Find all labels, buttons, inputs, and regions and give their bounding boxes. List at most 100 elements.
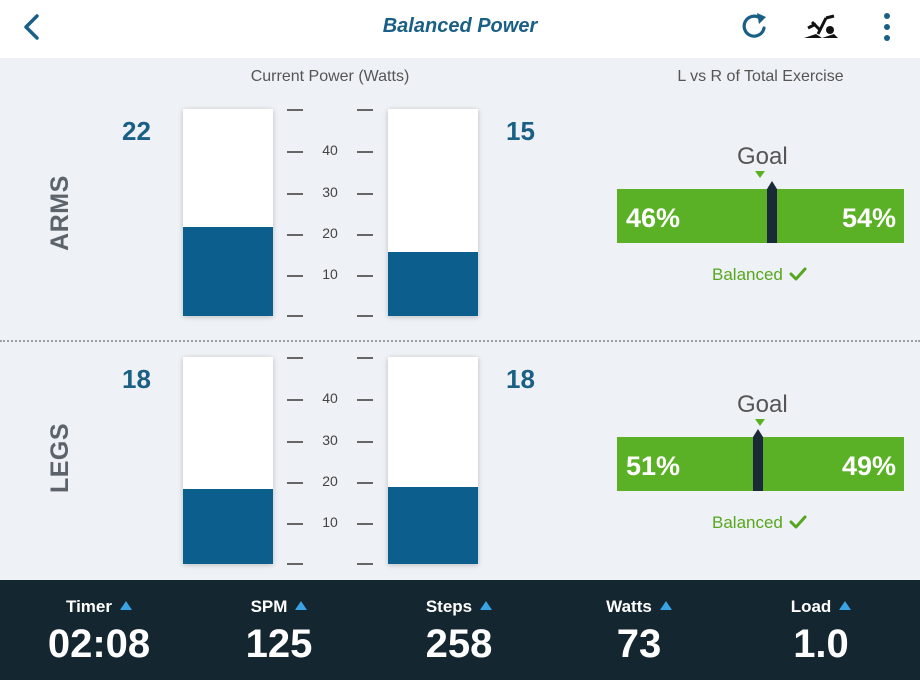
legs-power-scale: 40 30 20 10	[285, 357, 375, 565]
scale-tick	[357, 399, 373, 401]
stat-timer-label-row: Timer	[7, 597, 191, 617]
scale-tick	[287, 482, 303, 484]
current-power-heading: Current Power (Watts)	[250, 68, 410, 85]
stat-timer[interactable]: Timer 02:08	[7, 580, 191, 680]
workout-stats-bar: Timer 02:08 SPM 125 Steps 258 Watts 73 L…	[0, 580, 920, 680]
legs-status-text: Balanced	[712, 513, 783, 532]
triangle-up-icon	[839, 601, 852, 610]
machine-select-button[interactable]	[800, 10, 842, 44]
arms-right-percent: 54%	[841, 203, 896, 233]
scale-label: 40	[322, 142, 338, 158]
scale-label: 10	[322, 266, 338, 282]
scale-tick	[287, 523, 303, 525]
arms-right-watts: 15	[506, 116, 535, 146]
scale-tick	[287, 315, 303, 317]
stat-watts-label-row: Watts	[547, 597, 731, 617]
arms-goal-arrow-icon	[755, 171, 765, 178]
stat-timer-label: Timer	[66, 597, 112, 616]
scale-tick	[357, 109, 373, 111]
scale-label: 20	[322, 473, 338, 489]
stat-steps-value: 258	[425, 622, 493, 666]
triangle-up-icon	[295, 601, 308, 610]
stat-watts[interactable]: Watts 73	[547, 580, 731, 680]
scale-tick	[357, 563, 373, 565]
scale-label: 30	[322, 432, 338, 448]
arms-left-percent: 46%	[626, 203, 681, 233]
scale-tick	[287, 275, 303, 277]
arms-left-power-fill	[183, 227, 273, 316]
scale-tick	[357, 275, 373, 277]
elliptical-machine-icon	[804, 14, 838, 38]
arms-right-power-bar	[388, 109, 478, 316]
legs-label: LEGS	[46, 422, 74, 494]
section-divider	[0, 340, 920, 342]
scale-tick	[357, 482, 373, 484]
arms-balance-marker	[766, 181, 777, 243]
scale-tick	[357, 441, 373, 443]
stat-spm-value: 125	[245, 622, 313, 666]
legs-left-watts: 18	[122, 364, 151, 394]
legs-balance-bar: 51% 49%	[617, 429, 904, 491]
scale-tick	[357, 234, 373, 236]
scale-tick	[287, 563, 303, 565]
scale-tick	[287, 441, 303, 443]
legs-goal-label: Goal	[737, 391, 788, 418]
legs-right-power-fill	[388, 487, 478, 564]
scale-tick	[357, 523, 373, 525]
checkmark-icon	[789, 267, 807, 281]
arms-balance-bar: 46% 54%	[617, 181, 904, 243]
triangle-up-icon	[659, 601, 672, 610]
legs-balance-status: Balanced	[712, 513, 807, 533]
refresh-button[interactable]	[738, 10, 772, 44]
scale-label: 30	[322, 184, 338, 200]
stat-steps-label: Steps	[425, 597, 473, 616]
scale-tick	[287, 234, 303, 236]
legs-right-percent: 49%	[841, 451, 896, 481]
top-bar: Balanced Power	[0, 0, 920, 58]
arms-power-scale: 40 30 20 10	[285, 109, 375, 317]
stat-load-value: 1.0	[793, 622, 849, 666]
stat-steps[interactable]: Steps 258	[367, 580, 551, 680]
arms-status-text: Balanced	[712, 265, 783, 284]
stat-load-label-row: Load	[729, 597, 913, 617]
arms-left-power-bar	[183, 109, 273, 316]
scale-tick	[287, 151, 303, 153]
legs-right-power-bar	[388, 357, 478, 564]
refresh-icon	[742, 13, 766, 38]
stat-load[interactable]: Load 1.0	[729, 580, 913, 680]
stat-steps-label-row: Steps	[367, 597, 551, 617]
scale-tick	[287, 399, 303, 401]
page-title: Balanced Power	[382, 15, 538, 37]
triangle-up-icon	[480, 601, 493, 610]
stat-watts-value: 73	[616, 622, 662, 666]
legs-right-watts: 18	[506, 364, 535, 394]
stat-spm[interactable]: SPM 125	[187, 580, 371, 680]
stat-watts-label: Watts	[606, 597, 652, 616]
arms-right-power-fill	[388, 251, 478, 316]
scale-tick	[357, 151, 373, 153]
scale-label: 10	[322, 514, 338, 530]
scale-tick	[287, 357, 303, 359]
legs-balance-marker	[752, 429, 763, 491]
legs-left-percent: 51%	[626, 451, 681, 481]
stat-spm-label: SPM	[250, 597, 288, 616]
arms-left-watts: 22	[122, 116, 151, 146]
scale-tick	[357, 315, 373, 317]
more-options-button[interactable]	[872, 10, 902, 44]
legs-goal-arrow-icon	[755, 419, 765, 426]
checkmark-icon	[789, 515, 807, 529]
stat-load-label: Load	[790, 597, 832, 616]
more-vertical-icon	[884, 13, 890, 41]
arms-goal-label: Goal	[737, 143, 788, 170]
stat-timer-value: 02:08	[47, 622, 151, 666]
lr-ratio-heading: L vs R of Total Exercise	[677, 68, 844, 85]
legs-left-power-bar	[183, 357, 273, 564]
triangle-up-icon	[120, 601, 132, 610]
scale-label: 40	[322, 390, 338, 406]
arms-label: ARMS	[46, 175, 74, 251]
chevron-left-icon	[24, 14, 39, 40]
legs-left-power-fill	[183, 489, 273, 564]
back-button[interactable]	[16, 11, 50, 45]
arms-balance-status: Balanced	[712, 265, 807, 285]
scale-tick	[287, 109, 303, 111]
